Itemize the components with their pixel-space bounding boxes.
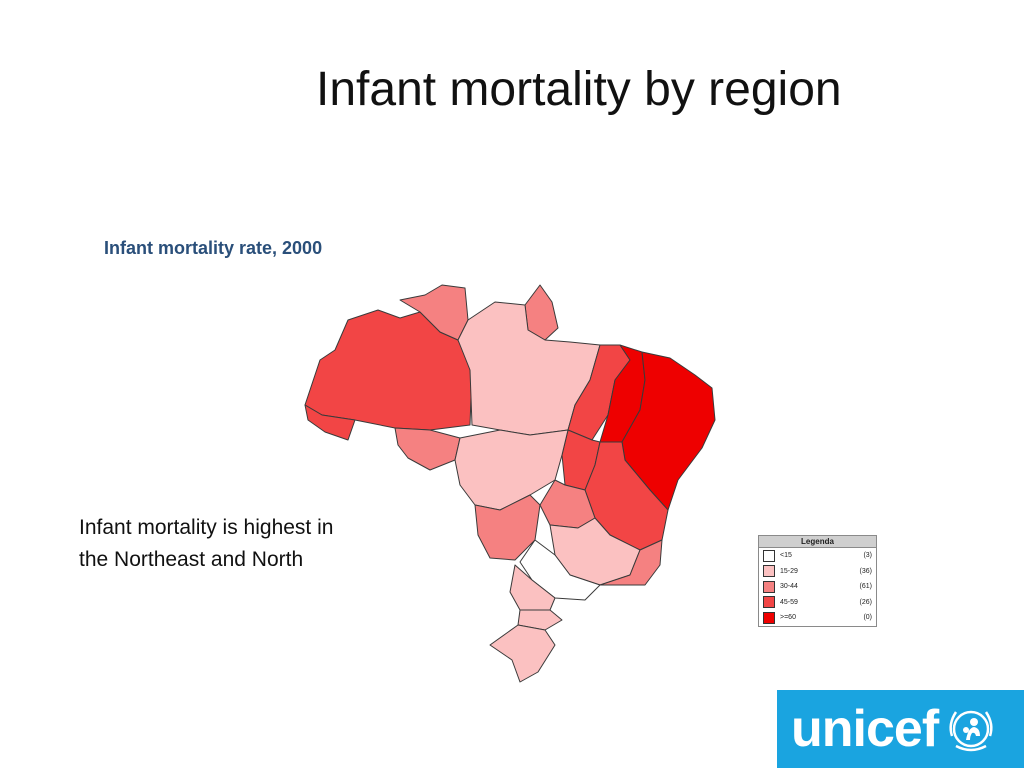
legend-row: 15-29 (36): [759, 564, 876, 580]
legend-count: (3): [863, 552, 872, 560]
unicef-wordmark: unicef: [791, 700, 939, 758]
legend-row: >=60 (0): [759, 610, 876, 626]
legend-label: 30-44: [780, 583, 798, 591]
region-mato-grosso: [454, 429, 569, 511]
unicef-logo: unicef: [777, 690, 1024, 768]
region-southeast-coast: [599, 539, 663, 586]
legend-swatch: [763, 580, 775, 593]
legend-count: (0): [863, 614, 872, 622]
legend-label: 45-59: [780, 598, 798, 606]
legend-count: (36): [859, 567, 872, 575]
legend-count: (61): [859, 583, 872, 591]
unicef-emblem-icon: [949, 710, 993, 752]
legend-count: (26): [859, 598, 872, 606]
legend-label: >=60: [780, 614, 796, 622]
legend-row: <15 (3): [759, 548, 876, 564]
region-santa-catarina: [517, 609, 563, 631]
map-title: Infant mortality rate, 2000: [104, 238, 323, 258]
region-rio-grande-sul: [489, 624, 556, 683]
legend-swatch: [763, 611, 775, 624]
caption-line-1: Infant mortality is highest in: [79, 516, 334, 539]
legend-title: Legenda: [759, 536, 876, 548]
region-sao-paulo: [519, 539, 601, 601]
legend-label: 15-29: [780, 567, 798, 575]
legend-row: 45-59 (26): [759, 595, 876, 611]
region-rondonia: [394, 427, 461, 471]
region-northeast: [621, 351, 716, 511]
legend-label: <15: [780, 552, 792, 560]
brazil-choropleth-map: [304, 284, 716, 683]
slide-title: Infant mortality by region: [316, 63, 842, 116]
legend-swatch: [763, 565, 775, 578]
legend-swatch: [763, 549, 775, 562]
map-caption: Infant mortality is highest in the North…: [79, 512, 419, 576]
caption-line-2: the Northeast and North: [79, 548, 304, 571]
legend-row: 30-44 (61): [759, 579, 876, 595]
map-legend: Legenda <15 (3) 15-29 (36) 30-44 (61) 45…: [758, 535, 877, 627]
legend-swatch: [763, 596, 775, 609]
region-acre: [304, 404, 356, 441]
map-regions: [304, 284, 716, 683]
